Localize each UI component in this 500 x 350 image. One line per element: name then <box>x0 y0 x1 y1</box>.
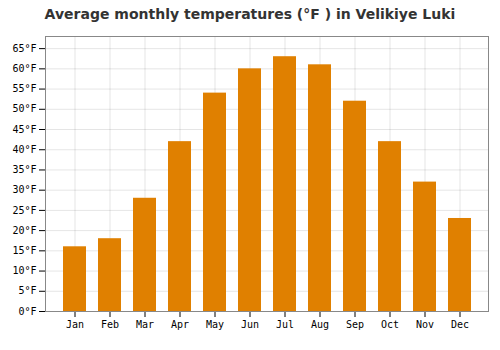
svg-text:40°F: 40°F <box>12 144 36 155</box>
svg-text:Nov: Nov <box>416 319 434 330</box>
svg-text:35°F: 35°F <box>12 164 36 175</box>
svg-text:30°F: 30°F <box>12 184 36 195</box>
svg-text:15°F: 15°F <box>12 245 36 256</box>
svg-text:50°F: 50°F <box>12 103 36 114</box>
svg-text:10°F: 10°F <box>12 265 36 276</box>
svg-text:55°F: 55°F <box>12 83 36 94</box>
svg-text:Sep: Sep <box>346 319 364 330</box>
svg-text:20°F: 20°F <box>12 225 36 236</box>
svg-text:Jan: Jan <box>66 319 84 330</box>
html-text:Average monthly temperatures (: Average monthly temperatures (°F ) in Ve… <box>44 6 456 22</box>
svg-text:Oct: Oct <box>381 319 399 330</box>
svg-text:25°F: 25°F <box>12 205 36 216</box>
svg-text:Dec: Dec <box>451 319 469 330</box>
svg-text:Apr: Apr <box>171 319 189 330</box>
svg-text:Mar: Mar <box>136 319 154 330</box>
svg-text:Jun: Jun <box>241 319 259 330</box>
svg-text:Aug: Aug <box>311 319 329 330</box>
svg-text:60°F: 60°F <box>12 63 36 74</box>
svg-text:45°F: 45°F <box>12 124 36 135</box>
svg-text:65°F: 65°F <box>12 43 36 54</box>
svg-text:0°F: 0°F <box>18 306 36 317</box>
svg-text:Feb: Feb <box>101 319 119 330</box>
svg-text:5°F: 5°F <box>18 285 36 296</box>
svg-text:Jul: Jul <box>276 319 294 330</box>
svg-text:May: May <box>206 319 224 330</box>
